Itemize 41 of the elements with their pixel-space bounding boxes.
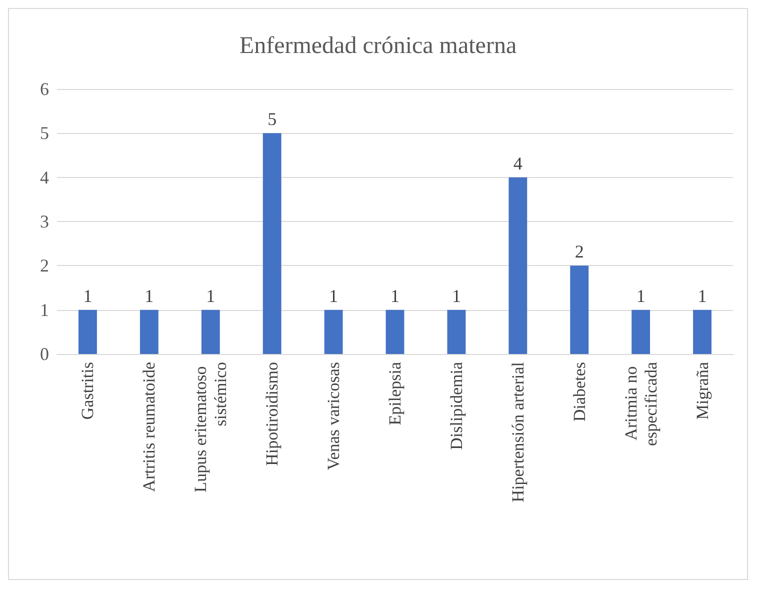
x-tick-label: Dislipidemia — [446, 362, 466, 450]
bar — [508, 177, 528, 354]
data-label: 5 — [268, 109, 277, 130]
bar — [632, 310, 650, 354]
x-tick-label: Aritmia no especificada — [621, 362, 660, 446]
x-tick-label: Diabetes — [570, 362, 589, 422]
x-tick-label: Gastritis — [78, 362, 98, 420]
y-tick-label: 1 — [40, 300, 49, 320]
y-tick-label: 2 — [40, 256, 49, 276]
x-tick-label: Lupus eritematoso sistémico — [191, 362, 230, 492]
bar — [78, 310, 97, 354]
bar — [201, 310, 220, 354]
data-label: 1 — [83, 286, 92, 306]
bar — [140, 310, 158, 354]
x-tick-label: Epilepsia — [386, 362, 404, 426]
bar — [262, 133, 282, 354]
data-label: 1 — [452, 286, 461, 306]
bar — [693, 310, 712, 354]
bar — [386, 310, 404, 354]
x-tick-label: Hipertensión arterial — [508, 362, 528, 502]
y-tick-label: 5 — [40, 123, 49, 144]
x-tick-label: Migraña — [692, 362, 712, 420]
y-tick-label: 3 — [40, 212, 49, 232]
x-tick-label: Artritis reumatoide — [140, 362, 159, 492]
data-label: 1 — [636, 286, 646, 306]
data-label: 1 — [698, 286, 707, 306]
data-label: 1 — [329, 286, 338, 306]
bar — [447, 310, 466, 354]
data-label: 4 — [513, 153, 522, 174]
y-tick-label: 6 — [40, 79, 49, 99]
data-label: 1 — [144, 286, 154, 306]
y-tick-label: 4 — [40, 167, 49, 188]
data-label: 1 — [206, 286, 216, 306]
y-tick-label: 0 — [40, 344, 49, 364]
bar — [324, 310, 343, 354]
bar — [570, 266, 589, 354]
chart-title: Enfermedad crónica materna — [239, 33, 517, 59]
x-tick-label: Venas varicosas — [324, 362, 344, 470]
data-label: 2 — [574, 242, 584, 262]
data-label: 1 — [390, 286, 400, 306]
x-tick-label: Hipotiroidismo — [262, 362, 282, 466]
